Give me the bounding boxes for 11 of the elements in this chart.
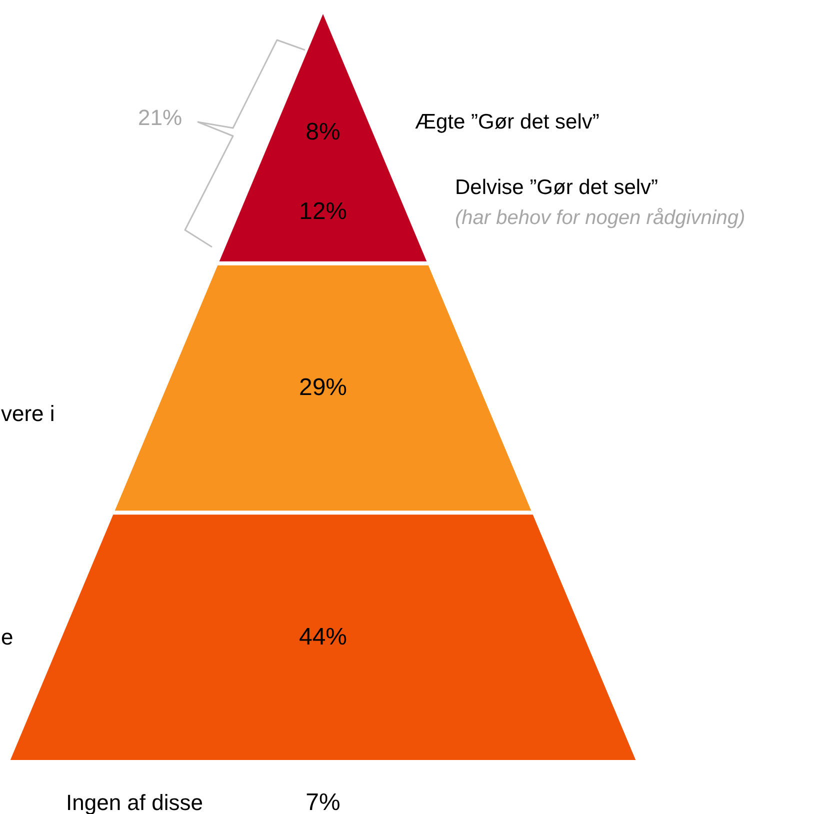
text: (har behov for nogen rådgivning) [455, 207, 746, 229]
data-label: 7% [306, 789, 340, 814]
data-label: 29% [298, 374, 348, 401]
category-label: Ægte ”Gør det selv” [415, 110, 600, 134]
category-label: e [1, 624, 14, 650]
text: 21% [138, 105, 182, 130]
category-label: vere i [1, 401, 55, 426]
data-label: 44% [298, 623, 348, 650]
category-label: Delvise ”Gør det selv” [455, 176, 658, 199]
data-label: 12% [298, 198, 348, 225]
data-label: 8% [306, 118, 340, 146]
